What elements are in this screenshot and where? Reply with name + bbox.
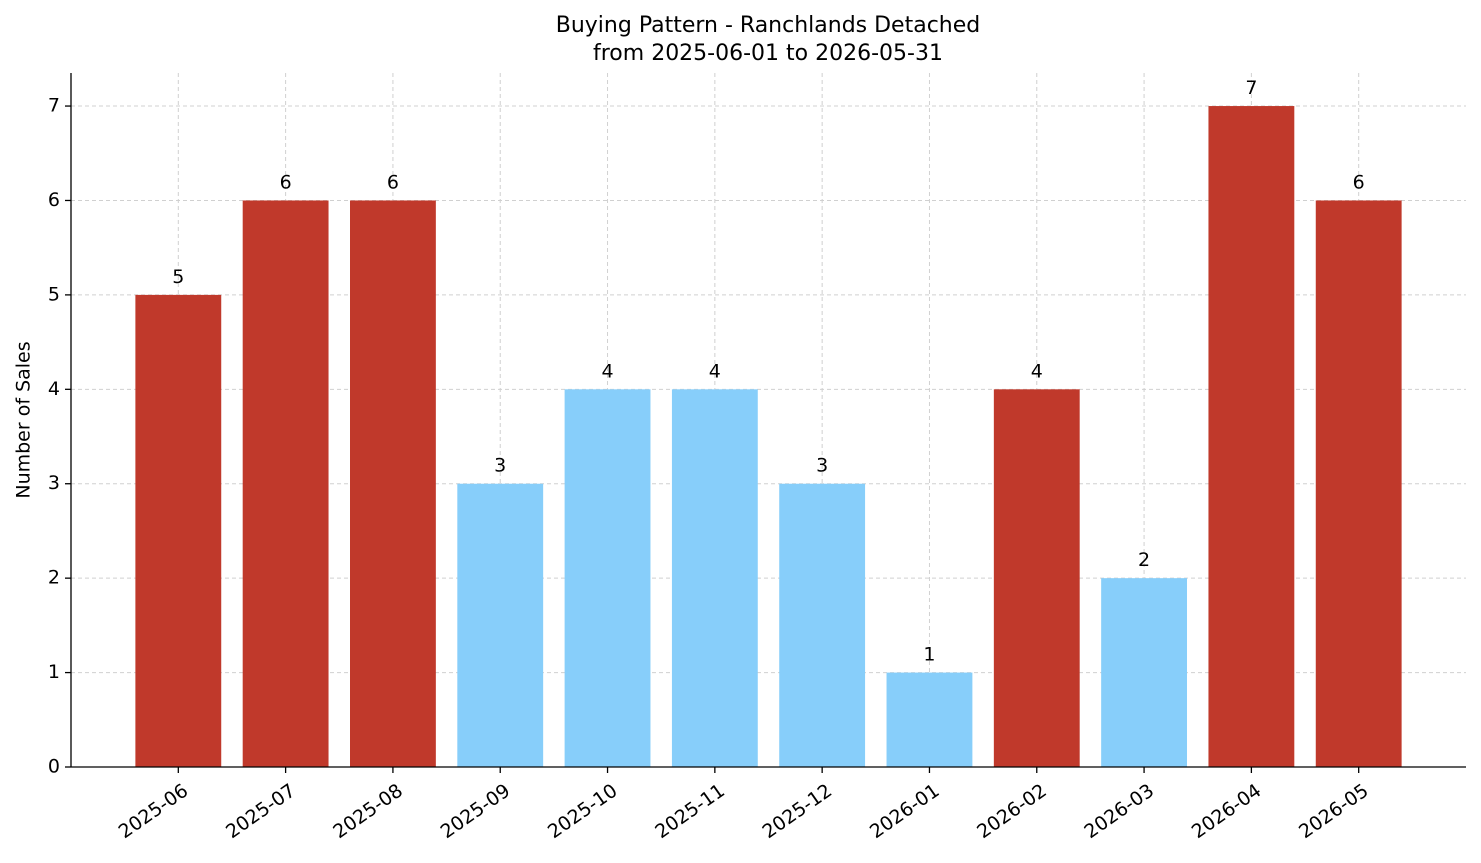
value-label: 3 (816, 455, 828, 477)
y-tick-label: 2 (48, 567, 60, 589)
value-label: 4 (601, 360, 613, 382)
x-tick-label: 2026-05 (1295, 780, 1373, 844)
x-tick-label: 2025-09 (437, 780, 515, 844)
chart-subtitle: from 2025-06-01 to 2026-05-31 (593, 41, 943, 66)
y-tick-label: 6 (48, 189, 60, 211)
bar (671, 389, 758, 767)
value-label: 5 (172, 266, 184, 288)
value-label: 6 (1353, 171, 1365, 193)
x-tick-label: 2025-12 (759, 780, 837, 844)
x-tick-label: 2025-11 (651, 780, 729, 844)
y-tick-label: 1 (48, 661, 60, 683)
y-axis-label: Number of Sales (13, 341, 35, 498)
value-label: 1 (923, 644, 935, 666)
value-label: 4 (1031, 360, 1043, 382)
x-tick-label: 2025-06 (115, 780, 193, 844)
bar (993, 389, 1080, 767)
y-tick-label: 7 (48, 95, 60, 117)
x-tick-label: 2025-10 (544, 780, 622, 844)
x-tick-label: 2026-02 (973, 780, 1051, 844)
x-tick-label: 2026-03 (1080, 780, 1158, 844)
bar (242, 200, 329, 768)
y-tick-label: 4 (48, 378, 60, 400)
x-tick-label: 2026-04 (1188, 780, 1266, 844)
value-label: 6 (387, 171, 399, 193)
bar (1101, 578, 1187, 767)
x-tick-label: 2025-08 (329, 780, 407, 844)
bar (779, 483, 866, 767)
value-label: 6 (280, 171, 292, 193)
bar (135, 294, 222, 767)
value-label: 7 (1245, 77, 1257, 99)
value-label: 4 (709, 360, 721, 382)
bar (350, 200, 436, 768)
y-tick-label: 0 (48, 756, 60, 778)
x-tick-label: 2026-01 (866, 780, 944, 844)
bar (886, 672, 973, 767)
x-tick-label: 2025-07 (222, 780, 300, 844)
bar (1208, 106, 1295, 768)
bar (1315, 200, 1402, 768)
y-tick-label: 5 (48, 283, 60, 305)
bar (564, 389, 651, 767)
value-label: 3 (494, 455, 506, 477)
y-tick-label: 3 (48, 472, 60, 494)
chart-title: Buying Pattern - Ranchlands Detached (556, 13, 981, 38)
bar (457, 483, 544, 767)
value-label: 2 (1138, 549, 1150, 571)
